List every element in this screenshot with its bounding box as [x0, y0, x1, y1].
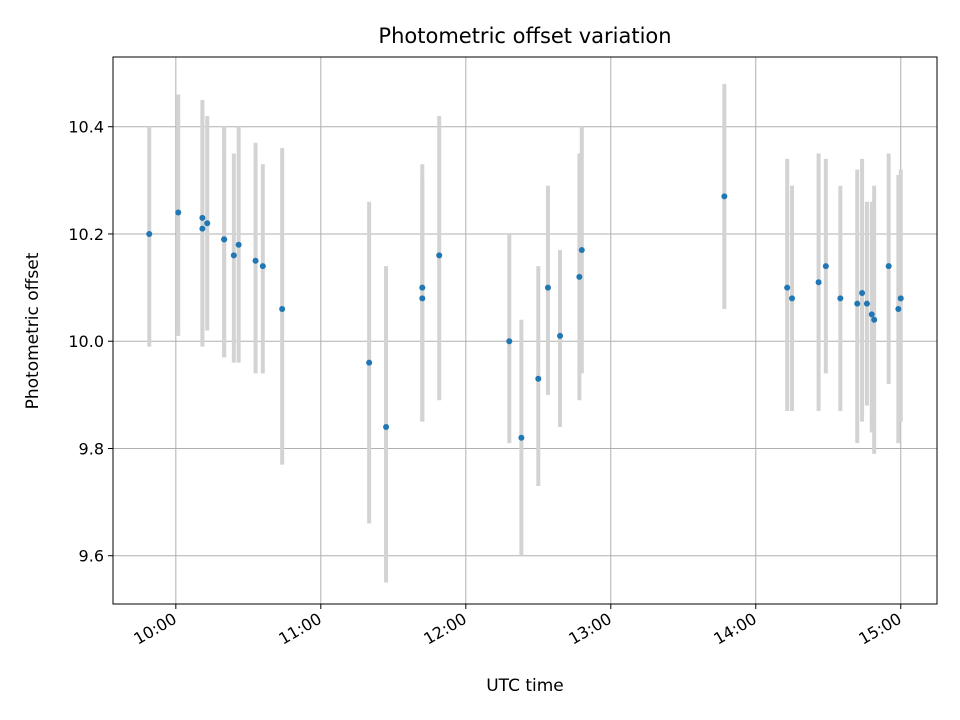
data-point	[885, 263, 892, 270]
data-point	[897, 295, 904, 302]
y-tick-label: 9.8	[79, 439, 104, 458]
data-point	[822, 263, 829, 270]
data-point	[789, 295, 796, 302]
data-point	[895, 306, 902, 313]
data-point	[871, 316, 878, 323]
y-axis-title: Photometric offset	[23, 252, 43, 409]
data-point	[175, 209, 182, 216]
data-point	[518, 434, 525, 441]
data-point	[576, 273, 583, 280]
data-point	[199, 214, 206, 221]
y-tick-label: 10.2	[68, 225, 104, 244]
y-tick-label: 9.6	[79, 547, 104, 566]
plot-frame	[112, 56, 938, 605]
x-axis-title: UTC time	[486, 676, 564, 696]
y-axis: 9.6 9.8 10.0 10.2 10.4	[68, 118, 113, 566]
data-point	[859, 289, 866, 296]
data-point	[863, 300, 870, 307]
chart-title: Photometric offset variation	[378, 24, 671, 48]
data-point	[252, 257, 259, 264]
data-point	[868, 311, 875, 318]
data-points	[146, 193, 904, 441]
data-point	[279, 306, 286, 313]
data-point	[146, 230, 153, 237]
data-point	[784, 284, 791, 291]
data-point	[837, 295, 844, 302]
data-point	[578, 247, 585, 254]
data-point	[721, 193, 728, 200]
data-point	[230, 252, 237, 259]
data-point	[235, 241, 242, 248]
data-point	[557, 332, 564, 339]
data-point	[419, 295, 426, 302]
y-tick-label: 10.4	[68, 118, 104, 137]
data-point	[221, 236, 228, 243]
data-point	[199, 225, 206, 232]
data-point	[506, 338, 513, 345]
data-point	[383, 424, 390, 431]
data-point	[436, 252, 443, 259]
data-point	[259, 263, 266, 270]
data-point	[815, 279, 822, 286]
data-point	[366, 359, 373, 366]
y-tick-label: 10.0	[68, 332, 104, 351]
data-point	[535, 375, 542, 382]
data-point	[854, 300, 861, 307]
data-point	[204, 220, 211, 227]
data-point	[544, 284, 551, 291]
data-point	[419, 284, 426, 291]
